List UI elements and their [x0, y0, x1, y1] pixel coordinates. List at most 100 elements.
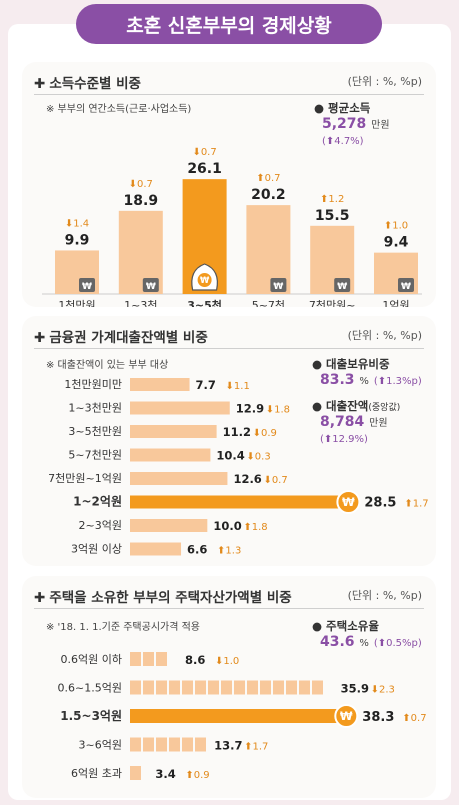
loan-category-label: 2~3억원 [79, 519, 122, 532]
loan-category-label: 7천만원~1억원 [48, 471, 122, 485]
housing-change-label: ⬆1.7 [244, 742, 268, 753]
housing-category-label: 1.5~3억원 [60, 709, 122, 723]
income-unit: (단위 : %, %p) [347, 75, 422, 88]
housing-bar-segment [143, 737, 154, 752]
loan-change-label: ⬇1.8 [266, 405, 290, 416]
housing-bar-segment [260, 680, 271, 695]
loan-value-label: 6.6 [187, 543, 207, 557]
loan-bar [130, 378, 190, 391]
loan-bar [130, 472, 228, 485]
housing-heading-row: ✚ 주택을 소유한 부부의 주택자산가액별 비중 (단위 : %, %p) [34, 586, 426, 606]
won-coin-icon [334, 704, 359, 728]
housing-bar-segment [312, 680, 323, 695]
income-value-label: 15.5 [315, 208, 350, 224]
housing-bar-segment [208, 680, 219, 695]
loan-category-label: 1~2억원 [73, 495, 122, 509]
loan-change-label: ⬇1.1 [226, 381, 250, 392]
housing-note: ※ '18. 1. 1.기준 주택공시가격 적용 [46, 622, 201, 633]
housing-bar-segment [182, 737, 193, 752]
income-value-label: 18.9 [124, 193, 159, 209]
income-change-label: ⬇1.4 [65, 218, 89, 229]
housing-bar-segment [247, 680, 258, 695]
loan-bar [130, 425, 217, 438]
loan-value-label: 10.0 [213, 519, 241, 533]
loan-change-label: ⬆1.7 [404, 499, 428, 510]
loan-change-label: ⬇0.3 [246, 452, 270, 463]
won-coin-icon-symbol: ₩ [200, 275, 210, 285]
loan-value-label: 7.7 [196, 378, 216, 392]
loan-category-label: 1~3천만원 [68, 401, 122, 415]
plus-icon: ✚ [34, 590, 46, 606]
housing-bar-segment [221, 680, 232, 695]
loan-category-label: 5~7천만원 [68, 448, 122, 462]
housing-change-label: ⬇2.3 [371, 685, 395, 696]
loan-bar [130, 542, 182, 556]
loan-unit: (단위 : %, %p) [347, 329, 422, 342]
won-coin-icon [195, 271, 214, 289]
safe-icon [79, 278, 95, 292]
avg-income-value: 5,278 만원 (⬆4.7%) [322, 116, 390, 147]
safe-icon-symbol: ₩ [146, 282, 156, 292]
housing-panel: ✚ 주택을 소유한 부부의 주택자산가액별 비중 (단위 : %, %p) ※ '… [22, 576, 436, 798]
housing-bar-segment [169, 680, 180, 695]
loan-value-label: 12.9 [236, 402, 264, 416]
safe-icon-symbol: ₩ [401, 282, 411, 292]
loan-value-label: 10.4 [216, 449, 244, 463]
page-title: 초혼 신혼부부의 경제상황 [76, 4, 382, 44]
housing-bar-segment [195, 680, 206, 695]
won-coin-icon-symbol: ₩ [340, 709, 353, 723]
safe-icon [398, 278, 414, 292]
housing-bar [130, 709, 349, 723]
safe-icon-symbol: ₩ [337, 282, 347, 292]
avg-income-label: ● 평균소득 [314, 101, 371, 115]
loan-category-label: 1천만원미만 [64, 377, 122, 391]
housing-bar-segment [130, 652, 141, 666]
housing-change-label: ⬆0.9 [185, 770, 209, 781]
loan-panel: ✚ 금융권 가계대출잔액별 비중 (단위 : %, %p) ※ 대출잔액이 있는 … [22, 316, 436, 566]
housing-heading: 주택을 소유한 부부의 주택자산가액별 비중 [49, 590, 292, 606]
housing-value-label: 8.6 [185, 653, 205, 667]
loan-heading: 금융권 가계대출잔액별 비중 [49, 330, 208, 346]
housing-chart: 0.6억원 이하 8.6 ⬇1.0 0.6~1.5억원 35.9 ⬇2.3 1.5~3억원 ₩… [58, 652, 427, 781]
plus-icon: ✚ [34, 76, 46, 92]
loan-bar [130, 448, 211, 462]
income-category-label: 5~7천 [252, 298, 285, 307]
plus-icon: ✚ [34, 330, 46, 346]
housing-divider [34, 608, 424, 609]
loan-balance-label: ● 대출잔액(중앙값) [312, 399, 401, 413]
loan-category-label: 3~5천만원 [68, 424, 122, 438]
income-category-label: 3~5천 [187, 298, 222, 307]
housing-bar-segment [130, 737, 141, 752]
income-change-label: ⬆1.0 [384, 221, 408, 232]
income-chart: ₩9.9⬇1.41천만원미만₩18.9⬇0.71~3천만원₩26.1⬇0.73~… [42, 147, 422, 307]
housing-bar-segment [195, 737, 206, 752]
housing-bar-segment [182, 680, 193, 695]
income-change-label: ⬆1.2 [320, 194, 344, 205]
housing-category-label: 3~6억원 [79, 739, 122, 752]
income-value-label: 20.2 [251, 187, 286, 203]
housing-category-label: 0.6~1.5억원 [58, 682, 122, 695]
income-heading: 소득수준별 비중 [49, 76, 141, 92]
housing-bar-segment [143, 680, 154, 695]
income-panel: ✚ 소득수준별 비중 (단위 : %, %p) ※ 부부의 연간소득(근로·사업소… [22, 62, 436, 307]
safe-icon [142, 278, 159, 292]
income-category-label: 1억원 [382, 299, 409, 307]
won-coin-icon [336, 490, 361, 514]
loan-divider [34, 348, 424, 349]
loan-balance-value: 8,784 만원 (⬆12.9%) [320, 414, 388, 445]
income-change-label: ⬇0.7 [192, 147, 216, 158]
housing-category-label: 6억원 초과 [71, 767, 122, 780]
loan-bar [130, 401, 230, 415]
housing-bar-segment [286, 680, 297, 695]
loan-value-label: 28.5 [364, 496, 396, 511]
income-value-label: 9.9 [65, 232, 90, 248]
loan-chart: 1천만원미만 7.7 ⬇1.11~3천만원 12.9 ⬇1.83~5천만원 11.2 ⬇0.… [48, 377, 429, 557]
income-heading-row: ✚ 소득수준별 비중 (단위 : %, %p) [34, 72, 426, 92]
income-category-label: 1~3천 [124, 298, 157, 307]
income-value-label: 26.1 [187, 161, 222, 177]
loan-change-label: ⬆1.3 [217, 546, 241, 557]
housing-value-label: 38.3 [362, 710, 394, 725]
housing-value-label: 13.7 [214, 739, 242, 753]
safe-icon [270, 278, 287, 292]
loan-share-value: 83.3 % (⬆1.3%p) [320, 372, 422, 388]
